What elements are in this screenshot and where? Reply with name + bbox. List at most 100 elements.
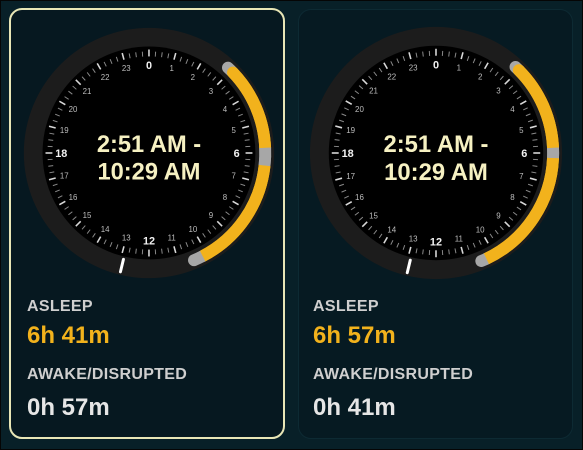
dial-tick <box>508 216 514 221</box>
dial-tick <box>55 113 60 117</box>
dial-tick <box>354 211 360 216</box>
hour-label-9: 9 <box>209 211 213 220</box>
dial-tick <box>532 165 538 167</box>
dial-tick <box>373 71 378 77</box>
dial-tick <box>373 229 378 235</box>
dial-tick <box>92 233 96 238</box>
hour-label-5: 5 <box>231 126 236 135</box>
dial-tick <box>344 107 349 111</box>
dial-tick <box>390 61 394 66</box>
dial-tick <box>92 68 96 73</box>
awake-segment <box>475 252 493 267</box>
hour-label-4: 4 <box>223 105 228 114</box>
dial-tick <box>460 246 464 254</box>
dial-tick <box>52 119 58 123</box>
dial-tick <box>512 211 518 216</box>
dial-tick <box>483 236 489 244</box>
dial-tick <box>81 76 86 81</box>
dial-tick <box>422 249 424 255</box>
dial-tick <box>238 113 243 117</box>
dial-tick <box>68 211 73 216</box>
asleep-value: 6h 41m <box>27 322 110 349</box>
dial-tick <box>185 59 189 64</box>
dial-tick <box>128 53 131 59</box>
hour-label-16: 16 <box>355 193 364 202</box>
hour-label-5: 5 <box>519 126 524 135</box>
dial-tick <box>48 165 54 167</box>
hour-label-22: 22 <box>387 72 396 81</box>
dial-tick <box>523 195 528 199</box>
dial-tick <box>191 61 195 67</box>
awake-value: 0h 57m <box>27 394 110 421</box>
dial-tick <box>48 177 56 181</box>
asleep-value: 6h 57m <box>313 322 396 349</box>
hour-label-3: 3 <box>496 86 501 95</box>
dial-tick <box>396 58 400 64</box>
awake-segment <box>258 147 272 167</box>
dial-tick <box>81 225 86 230</box>
dial-tick <box>334 165 340 167</box>
dial-tick <box>244 165 250 167</box>
hour-label-20: 20 <box>355 105 364 114</box>
dial-tick <box>489 233 494 239</box>
dial-tick <box>128 247 131 253</box>
dial-tick <box>244 139 250 141</box>
dial-tick <box>232 200 239 206</box>
dial-tick <box>448 249 450 255</box>
dial-tick <box>383 62 389 70</box>
hour-label-2: 2 <box>191 73 195 82</box>
dial-tick <box>243 171 249 174</box>
sleep-card-1[interactable]: 0 1 2 3 4 5 6 7 8 9 10 11 12 13 14 15 16 17 18 19 20 21 22 23 2… <box>9 8 285 439</box>
dial-tick <box>368 75 373 81</box>
dial-tick <box>179 244 183 250</box>
dial-tick <box>64 96 69 100</box>
dial-tick <box>508 85 514 90</box>
dial-tick <box>472 242 476 248</box>
dial-tick <box>202 68 206 73</box>
dial-tick <box>519 200 527 206</box>
dial-tick <box>216 220 223 227</box>
dial-tick <box>339 183 345 187</box>
time-needle <box>118 257 125 274</box>
dial-tick <box>345 200 353 206</box>
dial-tick <box>135 248 137 254</box>
dial-tick <box>185 242 189 247</box>
dial-tick <box>115 244 119 250</box>
dial-tick <box>378 233 383 239</box>
hour-label-6: 6 <box>521 148 527 160</box>
asleep-label: ASLEEP <box>27 298 93 315</box>
dial-tick <box>527 183 533 187</box>
dial-tick <box>179 56 183 62</box>
hour-label-13: 13 <box>122 234 131 243</box>
dial-tick <box>49 132 55 135</box>
dial-tick <box>516 206 522 211</box>
dial-tick <box>173 246 177 254</box>
dial-tick <box>225 90 230 95</box>
dial-tick <box>358 85 364 90</box>
dial-tick <box>448 51 450 57</box>
hour-label-15: 15 <box>369 211 378 220</box>
dial-tick <box>504 221 511 228</box>
dial-tick <box>212 225 217 230</box>
dial-tick <box>135 52 137 58</box>
hour-label-12: 12 <box>430 236 442 248</box>
sleep-card-2[interactable]: 0 1 2 3 4 5 6 7 8 9 10 11 12 13 14 15 16 17 18 19 20 21 22 23 2… <box>298 9 573 439</box>
dial-tick <box>516 95 522 100</box>
dial-tick <box>531 132 537 135</box>
dial-face <box>42 46 256 260</box>
hour-label-1: 1 <box>457 64 462 73</box>
dial-tick <box>408 52 412 60</box>
hour-label-17: 17 <box>60 172 69 181</box>
dial-tick <box>212 76 217 81</box>
dial-tick <box>225 211 230 216</box>
dial-tick <box>525 189 531 193</box>
dial-tick <box>75 79 82 86</box>
dial-tick <box>68 90 73 95</box>
dial-tick <box>86 229 91 234</box>
dial-tick <box>121 246 125 254</box>
hour-label-0: 0 <box>433 60 439 72</box>
dial-tick <box>345 100 353 106</box>
hour-label-11: 11 <box>168 234 176 243</box>
